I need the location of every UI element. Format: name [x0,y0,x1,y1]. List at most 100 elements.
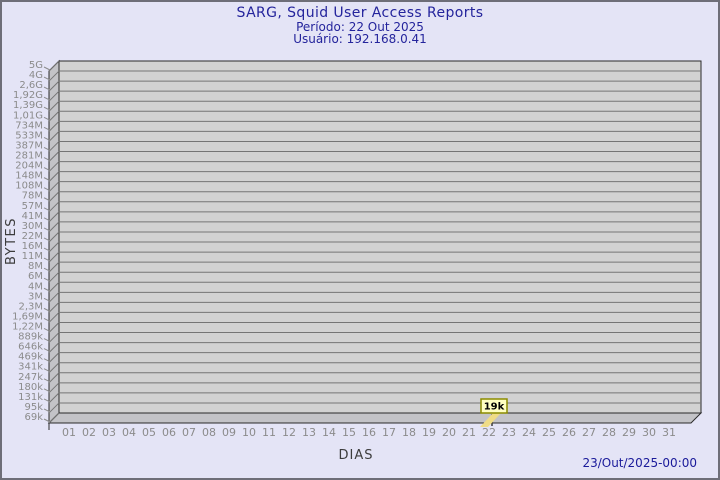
y-tick [43,398,51,403]
x-tick-label: 06 [162,426,176,439]
gridline-wall-segment [48,231,60,243]
x-tick-label: 17 [382,426,396,439]
gridline-wall-segment [48,201,60,213]
gridline-wall-segment [48,70,60,82]
gridline-wall-segment [48,251,60,263]
gridline-wall-segment [48,342,60,353]
annotation-label: 19k [484,402,505,413]
gridline-wall-segment [48,261,60,273]
y-tick-label: 5G [29,60,43,71]
annotation-box [480,398,508,414]
gridline-wall-segment [48,90,60,102]
y-tick [43,227,51,232]
y-tick-label: 108M [15,181,43,192]
y-tick [43,297,51,302]
y-tick-label: 2,3M [18,301,43,312]
gridline-wall-segment [48,120,60,132]
y-tick-label: 341k [18,362,43,373]
gridline-wall-segment [48,141,60,152]
y-tick [43,76,51,81]
y-tick [43,187,51,192]
y-tick-label: 78M [22,191,43,202]
gridline-wall-segment [48,221,60,233]
y-tick-label: 1,39G [13,100,43,111]
y-tick-label: 1,92G [13,90,43,101]
x-tick-label: 20 [442,426,456,439]
y-tick-label: 8M [28,261,43,272]
x-tick-label: 25 [542,426,556,439]
gridline-wall-segment [48,402,60,414]
y-tick-label: 3M [28,291,43,302]
y-tick [43,96,51,101]
y-tick [43,418,51,423]
x-tick-label: 04 [122,426,136,439]
y-tick-label: 646k [18,342,43,353]
y-tick-label: 1,22M [12,321,43,332]
x-tick-label: 01 [62,426,76,439]
user-label: Usuário: 192.168.0.41 [293,31,427,46]
y-tick [43,136,51,141]
y-tick-label: 57M [22,201,43,212]
x-tick-label: 24 [522,426,536,439]
gridline-wall-segment [48,412,60,424]
gridline-wall-segment [48,241,60,253]
period-label: Período: 22 Out 2025 [296,20,424,34]
y-tick-label: 41M [22,211,43,222]
y-tick-label: 95k [24,402,43,413]
page-title: SARG, Squid User Access Reports [236,5,484,21]
y-tick-label: 247k [18,372,43,383]
x-tick-label: 21 [462,426,476,439]
x-tick-label: 03 [102,426,116,439]
gridline-wall-segment [48,100,60,112]
generated-timestamp: 23/Out/2025-00:00 [582,456,697,470]
gridline-wall-segment [48,281,60,293]
y-tick [43,287,51,292]
y-tick-label: 69k [24,412,43,423]
y-tick [43,388,51,393]
gridline-wall-segment [48,372,60,384]
gridline-wall-segment [48,60,60,72]
x-tick-label: 30 [642,426,656,439]
x-tick-label: 11 [262,426,276,439]
y-tick-label: 6M [28,271,43,282]
x-tick-label: 18 [402,426,416,439]
gridline-wall-segment [48,171,60,182]
x-tick-label: 27 [582,426,596,439]
x-tick-label: 29 [622,426,636,439]
plot-area [58,60,702,414]
x-tick-label: 22 [482,426,496,439]
y-tick [43,378,51,383]
y-tick [43,368,51,373]
annotation-flag [480,413,501,427]
bytes-axis-label: BYTES [4,217,19,265]
x-tick-label: 09 [222,426,236,439]
y-tick-label: 1,01G [13,110,43,121]
x-tick-label: 08 [202,426,216,439]
y-tick [43,307,51,312]
y-tick-label: 2,6G [19,80,43,91]
y-tick [43,126,51,131]
y-tick-label: 469k [18,352,43,363]
gridline-wall-segment [48,151,60,162]
y-tick-label: 22M [22,231,43,242]
x-tick-label: 26 [562,426,576,439]
y-tick-label: 204M [15,161,43,172]
gridline-wall-segment [48,362,60,374]
y-tick [43,317,51,322]
y-tick [43,116,51,121]
x-tick-label: 19 [422,426,436,439]
gridline-wall-segment [48,271,60,283]
y-tick [43,66,51,71]
gridline-wall-segment [48,161,60,172]
y-tick-label: 889k [18,332,43,343]
gridline-wall-segment [48,332,60,343]
x-tick-label: 14 [322,426,336,439]
y-tick [43,257,51,262]
y-tick-label: 180k [18,382,43,393]
y-tick-label: 30M [22,221,43,232]
x-tick-label: 02 [82,426,96,439]
x-tick-label: 16 [362,426,376,439]
gridline-wall-segment [48,131,60,142]
y-tick [43,408,51,413]
